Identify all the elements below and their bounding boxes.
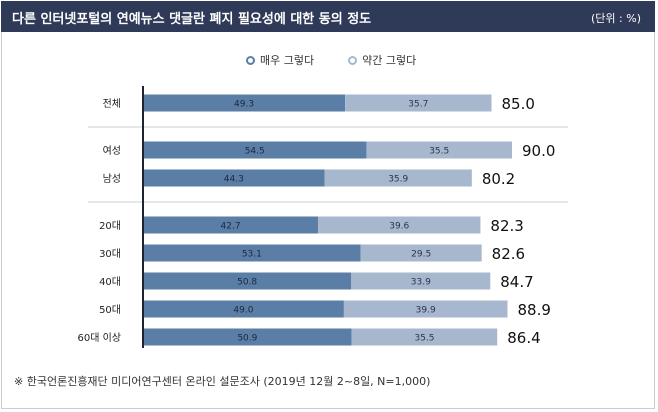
- data-label-mild: 35.7: [408, 100, 428, 110]
- bar-strong: [143, 272, 352, 290]
- total-label: 82.6: [492, 245, 525, 263]
- legend-label-strong: 매우 그렇다: [260, 54, 315, 67]
- data-label-strong: 42.7: [221, 222, 241, 232]
- category-label: 50대: [99, 304, 121, 316]
- data-label-mild: 35.5: [414, 334, 434, 344]
- data-label-strong: 54.5: [245, 147, 265, 157]
- data-label-strong: 49.0: [233, 306, 253, 316]
- chart-title: 다른 인터넷포털의 연예뉴스 댓글란 폐지 필요성에 대한 동의 정도: [12, 12, 372, 27]
- data-label-mild: 35.9: [388, 175, 408, 185]
- bar-mild: [324, 169, 472, 187]
- bar-strong: [143, 244, 361, 262]
- category-label: 60대 이상: [77, 332, 121, 344]
- stacked-bar-chart: 전체 49.3 35.7 85.0 여성 54.5 35.5 90.0 남성 44.3 35.9 80…: [77, 86, 568, 348]
- total-label: 90.0: [522, 142, 555, 160]
- bar-strong: [143, 300, 344, 318]
- total-label: 86.4: [507, 329, 540, 347]
- bar-mild: [351, 328, 498, 346]
- chart-area: 전체 49.3 35.7 85.0 여성 54.5 35.5 90.0 남성 44.3 35.9 80…: [0, 86, 658, 356]
- legend-item-mild: 약간 그렇다: [348, 52, 416, 68]
- data-label-strong: 44.3: [224, 175, 244, 185]
- bar-mild: [343, 300, 508, 318]
- data-label-strong: 53.1: [242, 250, 262, 260]
- bar-mild: [366, 141, 512, 159]
- total-label: 82.3: [490, 217, 523, 235]
- category-label: 여성: [103, 145, 121, 157]
- category-label: 20대: [99, 220, 121, 232]
- legend-swatch-mild: [348, 55, 358, 65]
- category-label: 30대: [99, 248, 121, 260]
- bar-strong: [143, 141, 367, 159]
- data-label-mild: 29.5: [411, 250, 431, 260]
- bar-strong: [143, 328, 352, 346]
- bar-mild: [345, 94, 492, 112]
- data-label-mild: 35.5: [429, 147, 449, 157]
- total-label: 85.0: [502, 95, 535, 113]
- data-label-mild: 39.6: [389, 222, 409, 232]
- bar-strong: [143, 216, 319, 234]
- legend-label-mild: 약간 그렇다: [362, 54, 417, 67]
- total-label: 80.2: [482, 170, 515, 188]
- footnote: ※ 한국언론진흥재단 미디어연구센터 온라인 설문조사 (2019년 12월 2…: [14, 375, 431, 388]
- total-label: 84.7: [500, 273, 533, 291]
- bar-mild: [351, 272, 491, 290]
- total-label: 88.9: [517, 301, 550, 319]
- bar-strong: [143, 169, 325, 187]
- category-label: 남성: [103, 173, 121, 185]
- category-label: 전체: [103, 98, 121, 110]
- bar-mild: [318, 216, 481, 234]
- data-label-strong: 50.9: [237, 334, 257, 344]
- data-label-mild: 39.9: [416, 306, 436, 316]
- data-label-mild: 33.9: [411, 278, 431, 288]
- data-label-strong: 50.8: [237, 278, 257, 288]
- unit-label: (단위 : %): [591, 12, 641, 25]
- bar-strong: [143, 94, 346, 112]
- title-bar: 다른 인터넷포털의 연예뉴스 댓글란 폐지 필요성에 대한 동의 정도 (단위 …: [1, 1, 655, 32]
- legend: 매우 그렇다 약간 그렇다: [246, 52, 450, 68]
- category-label: 40대: [99, 276, 121, 288]
- legend-swatch-strong: [246, 55, 255, 65]
- data-label-strong: 49.3: [234, 100, 254, 110]
- bar-mild: [360, 244, 482, 262]
- legend-item-strong: 매우 그렇다: [246, 52, 314, 68]
